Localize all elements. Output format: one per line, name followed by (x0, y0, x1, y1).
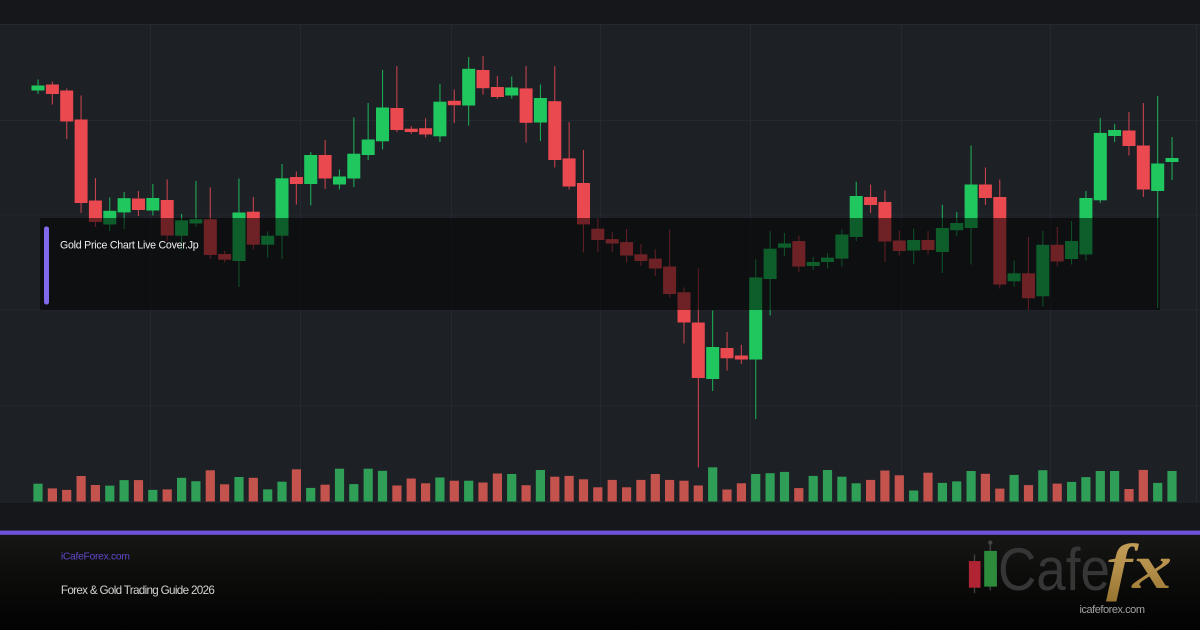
svg-text:iCafeForex.com: iCafeForex.com (61, 552, 130, 563)
svg-text:icafeforex.com: icafeforex.com (1080, 604, 1146, 616)
svg-text:fx: fx (1106, 531, 1172, 602)
svg-text:Forex & Gold Trading Guide 202: Forex & Gold Trading Guide 2026 (61, 584, 215, 597)
svg-text:Cafe: Cafe (998, 536, 1110, 603)
svg-text:Gold Price Chart Live Cover.Jp: Gold Price Chart Live Cover.Jp (60, 239, 199, 251)
